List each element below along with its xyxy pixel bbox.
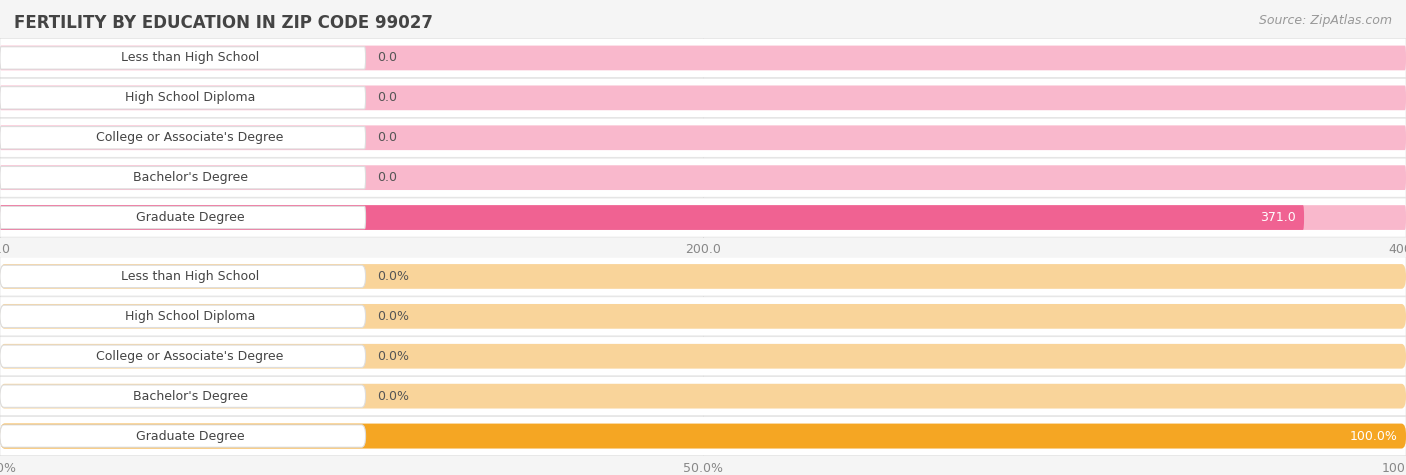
Text: Bachelor's Degree: Bachelor's Degree: [132, 171, 247, 184]
Text: 0.0: 0.0: [377, 171, 396, 184]
FancyBboxPatch shape: [0, 304, 1406, 329]
FancyBboxPatch shape: [0, 377, 1406, 416]
FancyBboxPatch shape: [0, 86, 1406, 110]
Text: FERTILITY BY EDUCATION IN ZIP CODE 99027: FERTILITY BY EDUCATION IN ZIP CODE 99027: [14, 14, 433, 32]
FancyBboxPatch shape: [0, 257, 1406, 296]
FancyBboxPatch shape: [0, 345, 366, 368]
Text: 0.0%: 0.0%: [377, 310, 409, 323]
Text: Graduate Degree: Graduate Degree: [136, 429, 245, 443]
FancyBboxPatch shape: [0, 125, 1406, 150]
Text: Less than High School: Less than High School: [121, 51, 259, 65]
FancyBboxPatch shape: [0, 385, 366, 408]
FancyBboxPatch shape: [0, 337, 1406, 376]
FancyBboxPatch shape: [0, 47, 366, 69]
FancyBboxPatch shape: [0, 344, 1406, 369]
Text: Graduate Degree: Graduate Degree: [136, 211, 245, 224]
FancyBboxPatch shape: [0, 424, 1406, 448]
Text: 0.0: 0.0: [377, 91, 396, 104]
Text: 100.0%: 100.0%: [1350, 429, 1398, 443]
FancyBboxPatch shape: [0, 206, 366, 229]
Text: 0.0: 0.0: [377, 51, 396, 65]
FancyBboxPatch shape: [0, 205, 1406, 230]
FancyBboxPatch shape: [0, 158, 1406, 197]
FancyBboxPatch shape: [0, 305, 366, 328]
Text: College or Associate's Degree: College or Associate's Degree: [97, 350, 284, 363]
FancyBboxPatch shape: [0, 165, 1406, 190]
FancyBboxPatch shape: [0, 198, 1406, 237]
FancyBboxPatch shape: [0, 424, 1406, 448]
Text: 0.0%: 0.0%: [377, 350, 409, 363]
Text: 371.0: 371.0: [1260, 211, 1296, 224]
Text: Bachelor's Degree: Bachelor's Degree: [132, 390, 247, 403]
Text: 0.0%: 0.0%: [377, 390, 409, 403]
FancyBboxPatch shape: [0, 297, 1406, 336]
FancyBboxPatch shape: [0, 118, 1406, 157]
FancyBboxPatch shape: [0, 46, 1406, 70]
FancyBboxPatch shape: [0, 264, 1406, 289]
FancyBboxPatch shape: [0, 86, 366, 109]
FancyBboxPatch shape: [0, 425, 366, 447]
Text: Less than High School: Less than High School: [121, 270, 259, 283]
FancyBboxPatch shape: [0, 265, 366, 288]
FancyBboxPatch shape: [0, 126, 366, 149]
FancyBboxPatch shape: [0, 38, 1406, 77]
FancyBboxPatch shape: [0, 384, 1406, 408]
Text: 0.0: 0.0: [377, 131, 396, 144]
Text: 0.0%: 0.0%: [377, 270, 409, 283]
Text: High School Diploma: High School Diploma: [125, 91, 256, 104]
FancyBboxPatch shape: [0, 78, 1406, 117]
FancyBboxPatch shape: [0, 166, 366, 189]
Text: High School Diploma: High School Diploma: [125, 310, 256, 323]
FancyBboxPatch shape: [0, 417, 1406, 456]
Text: College or Associate's Degree: College or Associate's Degree: [97, 131, 284, 144]
Text: Source: ZipAtlas.com: Source: ZipAtlas.com: [1258, 14, 1392, 27]
FancyBboxPatch shape: [0, 205, 1305, 230]
